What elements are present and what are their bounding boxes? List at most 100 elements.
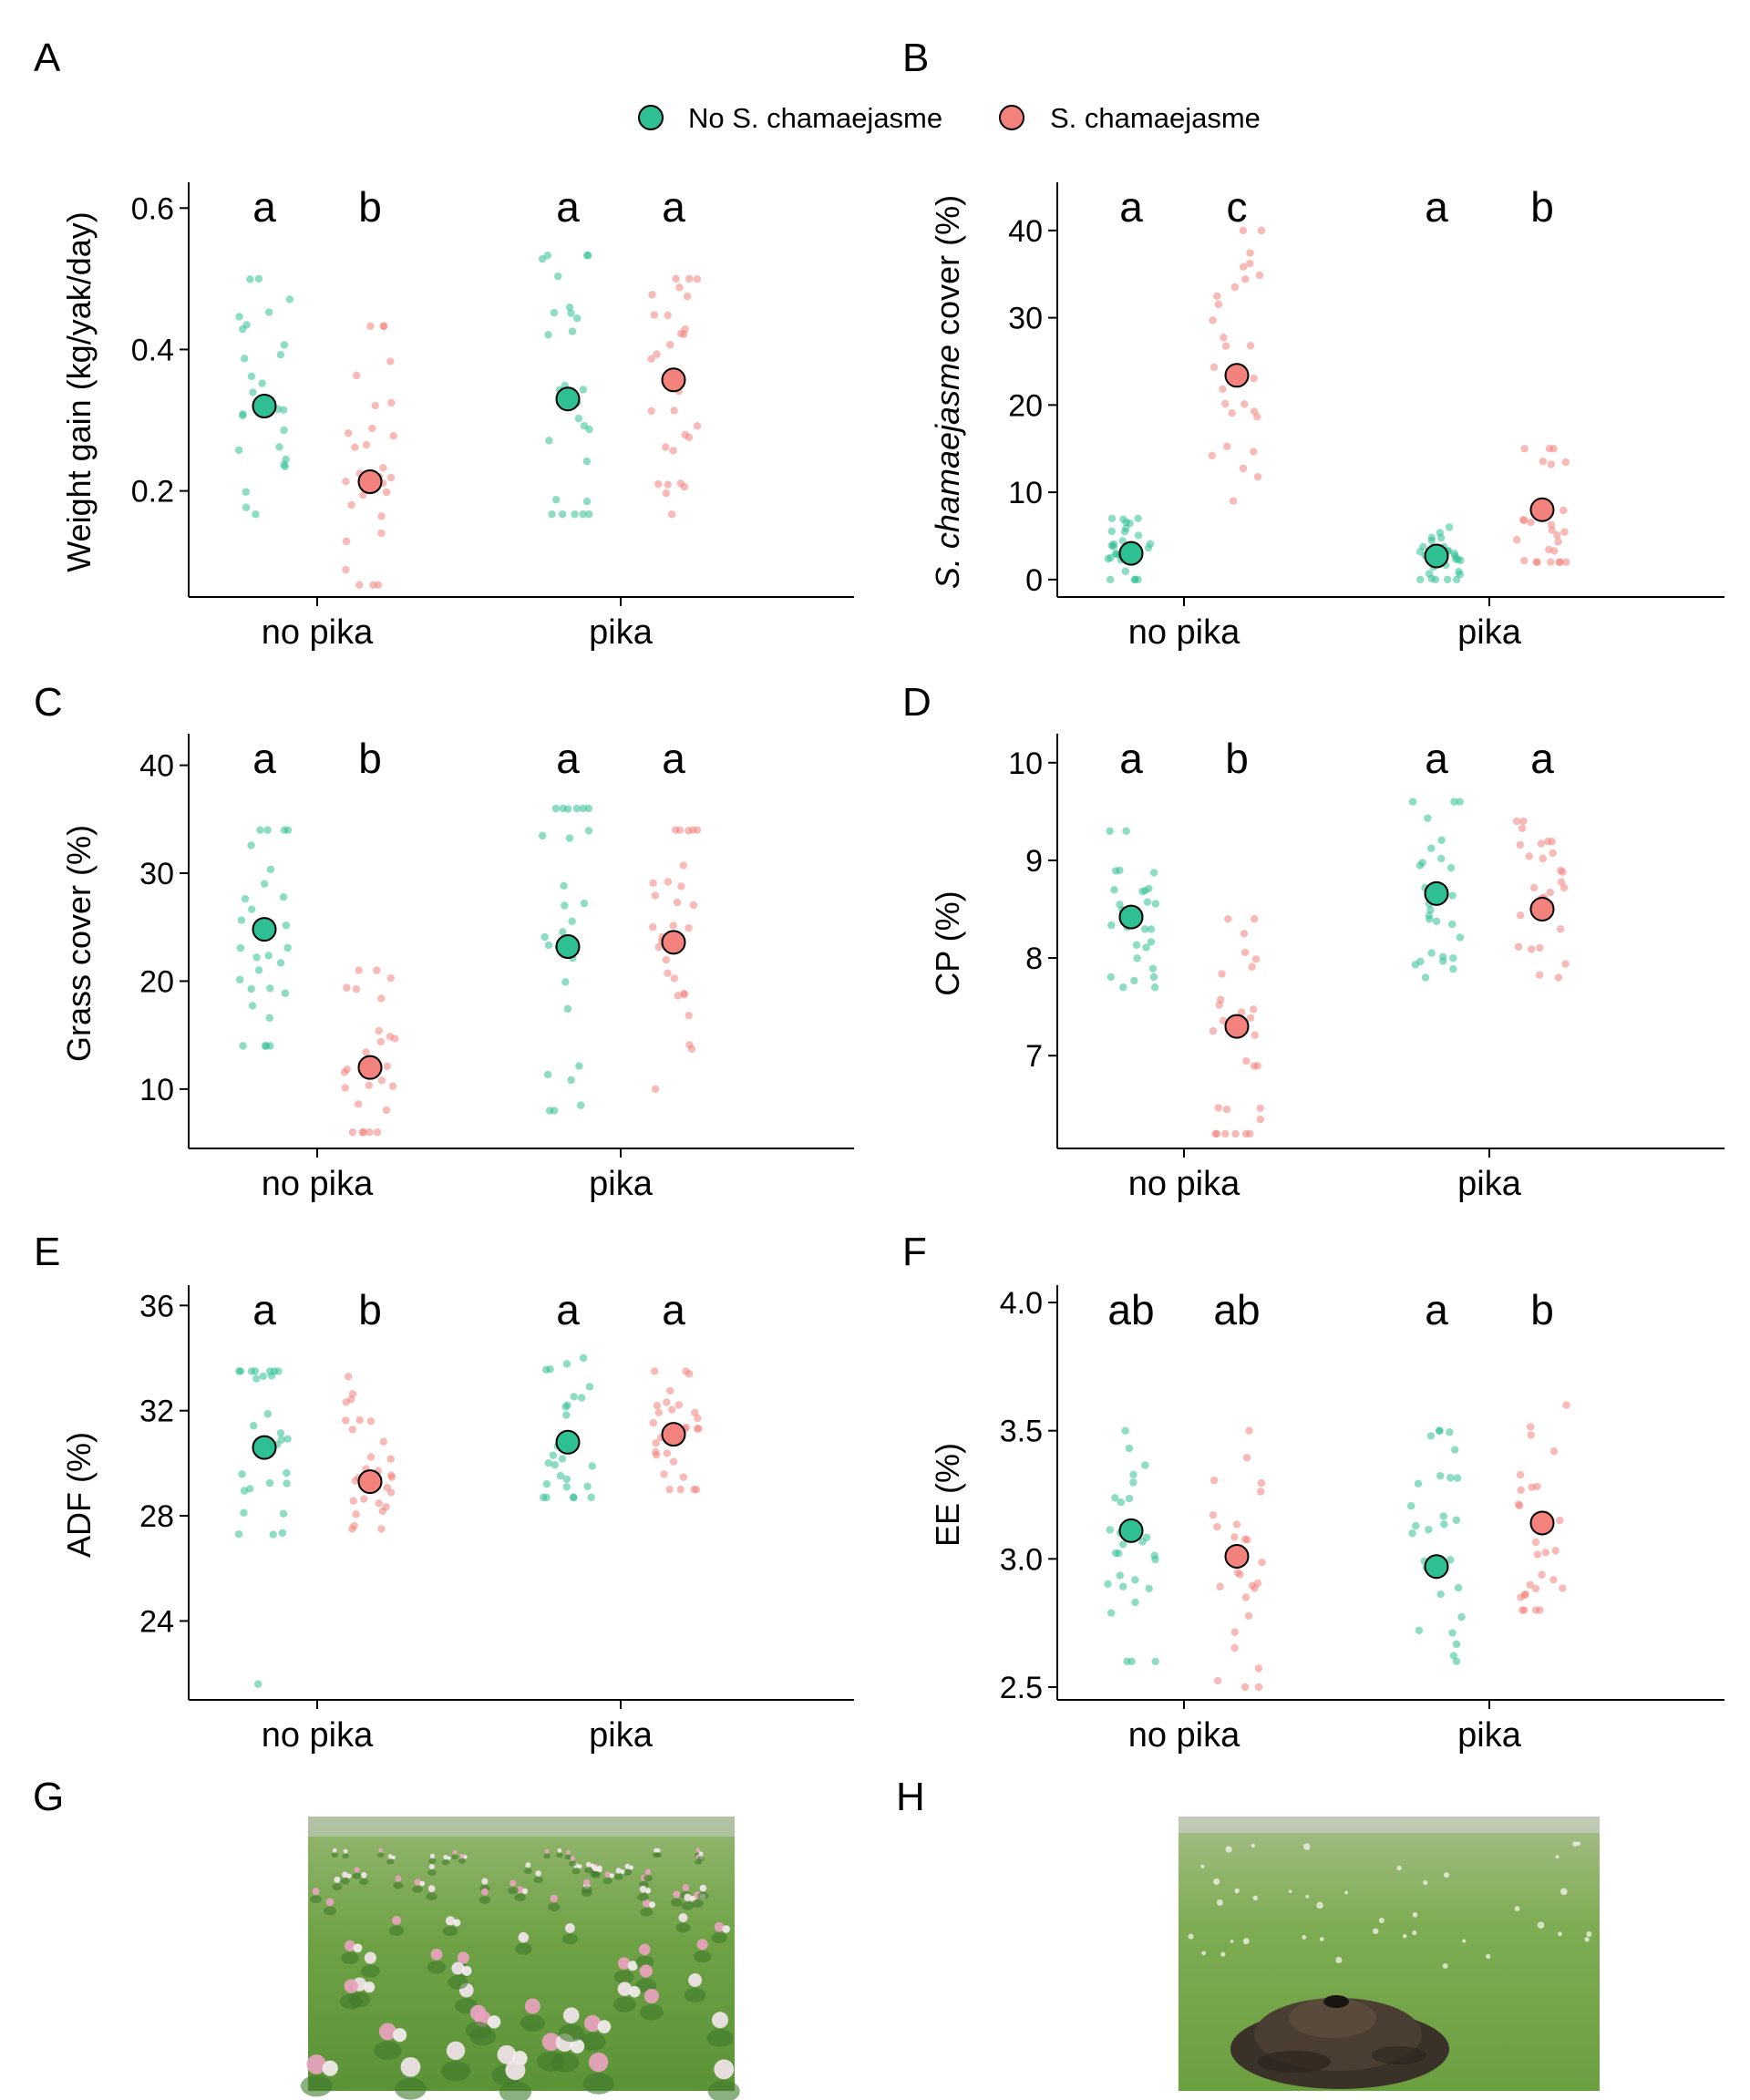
panel-a-point [281, 462, 290, 471]
panel-c-ytick-label: 30 [139, 857, 174, 891]
panel-a-point [252, 510, 260, 519]
flower-head [583, 1879, 591, 1886]
panel-e-point [252, 1374, 261, 1383]
panel-e-point [570, 1493, 578, 1502]
panel-c-mean-marker [357, 1055, 383, 1080]
panel-d-point [1138, 887, 1147, 896]
foliage-patch [395, 2077, 427, 2100]
panel-a-point [538, 254, 547, 263]
flower-head [391, 1855, 396, 1860]
panel-e-point [587, 1493, 595, 1502]
burrow-mound [1230, 1995, 1449, 2089]
panel-a-point [579, 510, 587, 519]
panel-e-point [263, 1410, 272, 1418]
panel-d-point [1256, 1104, 1264, 1113]
panel-c-point [241, 894, 250, 903]
flower-head [620, 1868, 625, 1875]
panel-b-point [1427, 537, 1436, 545]
panel-d-y-axis-label: CP (%) [929, 890, 966, 995]
panel-a-point [647, 407, 655, 416]
panel-e-point [570, 1393, 578, 1401]
panel-c-point [235, 975, 244, 984]
panel-a-point [247, 372, 256, 381]
panel-e-point [694, 1414, 702, 1423]
panel-f-point [1213, 1676, 1222, 1685]
foliage-patch [556, 1852, 563, 1858]
panel-d-point [1149, 973, 1158, 982]
panel-b-point [1555, 558, 1563, 566]
foliage-patch [571, 1868, 581, 1875]
panel-a-point [548, 510, 556, 519]
panel-a-point [265, 308, 273, 316]
panel-d-point [1119, 983, 1127, 992]
panel-d-point [1437, 854, 1446, 863]
foliage-patch [332, 1883, 343, 1891]
panel-f-point [1241, 1593, 1251, 1601]
panel-b-point [1112, 550, 1120, 558]
panel-a-point [275, 443, 283, 451]
panel-c-point [247, 841, 255, 849]
panel-c-point [679, 861, 688, 870]
panel-b-point [1239, 226, 1248, 235]
panel-f-point [1240, 1683, 1250, 1692]
panel-a-y-axis-label: Weight gain (kg/yak/day) [60, 211, 98, 572]
panel-f-point [1517, 1486, 1525, 1495]
foliage-patch [550, 2052, 580, 2073]
panel-a-point [551, 496, 561, 504]
flower-head [585, 1861, 592, 1868]
panel-f-y-axis-label: EE (%) [929, 1443, 966, 1547]
panel-d-point [1222, 1105, 1231, 1114]
panel-f-point [1517, 1593, 1525, 1601]
panel-a-point [345, 428, 353, 438]
panel-c-point [559, 928, 567, 936]
panel-d-point [1421, 973, 1430, 982]
panel-e-point [551, 1460, 559, 1469]
panel-d: D 7 8 9 10 no pika pika CP (%) a b a a [902, 680, 1724, 1203]
foliage-patch [331, 1852, 339, 1858]
panel-c-point [376, 1037, 385, 1046]
panel-e-point [676, 1486, 685, 1494]
panel-c-point [248, 1002, 257, 1010]
panel-e-point [366, 1453, 376, 1461]
panel-b-point [1134, 531, 1143, 540]
foliage-patch [458, 1858, 467, 1864]
flower-head [354, 1867, 360, 1873]
flower-speck [1442, 1962, 1448, 1969]
panel-d-point [1449, 953, 1457, 962]
panel-c-point [365, 1128, 374, 1137]
flower-head [446, 2041, 466, 2060]
panel-b-point [1246, 342, 1255, 350]
panel-e-point [542, 1480, 551, 1488]
panel-f-point [1151, 1657, 1159, 1666]
panel-f-point [1412, 1521, 1420, 1530]
panel-d-point [1142, 943, 1150, 952]
panel-a-point [685, 433, 694, 441]
panel-f-point [1559, 1584, 1567, 1592]
panel-e-point [653, 1451, 661, 1459]
panel-d-point [1116, 866, 1124, 875]
panel-d-point [1528, 945, 1536, 953]
flower-head [353, 1943, 363, 1953]
panel-a-point [669, 447, 677, 455]
panel-d-point [1437, 836, 1446, 844]
panel-d-point [1456, 798, 1464, 806]
panel-c-point [540, 932, 549, 942]
panel-f-point [1210, 1476, 1219, 1485]
panel-e: E 24 28 32 36 no pika pika ADF (%) a b a a [34, 1230, 854, 1755]
flower-head [387, 1854, 393, 1859]
flower-head [714, 2059, 735, 2080]
panel-f-point [1104, 1580, 1112, 1589]
panel-b-point [1229, 497, 1238, 505]
panel-a-point [280, 341, 289, 349]
flower-head [678, 1912, 688, 1922]
foliage-patch [706, 2029, 734, 2047]
panel-f-point [1141, 1461, 1149, 1469]
panel-d-point [1107, 973, 1115, 982]
panel-a-point [662, 489, 671, 498]
flower-speck [1225, 1846, 1232, 1853]
foliage-patch [515, 1943, 532, 1955]
panel-d-point [1240, 930, 1249, 938]
panel-d-point [1122, 827, 1130, 835]
panel-f-point [1436, 1471, 1445, 1480]
